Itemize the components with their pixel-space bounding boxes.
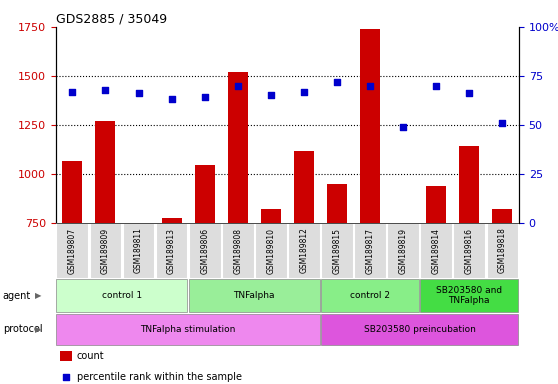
- Point: [300, 88, 309, 94]
- Text: GSM189807: GSM189807: [68, 227, 77, 274]
- Point: [266, 92, 275, 98]
- Point: [68, 88, 77, 94]
- Bar: [294, 151, 314, 369]
- Bar: [60, 351, 72, 361]
- Bar: [128, 223, 148, 369]
- Bar: [420, 223, 452, 278]
- Text: GSM189806: GSM189806: [200, 227, 209, 274]
- Bar: [56, 279, 187, 312]
- Bar: [228, 72, 248, 369]
- Text: GSM189810: GSM189810: [266, 228, 275, 273]
- Text: SB203580 and
TNFalpha: SB203580 and TNFalpha: [436, 286, 502, 305]
- Bar: [321, 314, 518, 345]
- Bar: [360, 29, 380, 369]
- Point: [498, 120, 507, 126]
- Bar: [189, 223, 220, 278]
- Bar: [327, 184, 347, 369]
- Bar: [459, 146, 479, 369]
- Bar: [321, 279, 419, 312]
- Bar: [420, 279, 518, 312]
- Text: SB203580 preincubation: SB203580 preincubation: [364, 325, 475, 334]
- Text: ▶: ▶: [35, 325, 41, 334]
- Bar: [354, 223, 386, 278]
- Bar: [162, 218, 181, 369]
- Text: GSM189811: GSM189811: [134, 228, 143, 273]
- Text: GSM189813: GSM189813: [167, 228, 176, 273]
- Bar: [195, 165, 215, 369]
- Text: control 2: control 2: [350, 291, 390, 300]
- Point: [233, 83, 242, 89]
- Bar: [89, 223, 121, 278]
- Point: [398, 124, 407, 130]
- Point: [61, 374, 70, 380]
- Point: [333, 79, 341, 85]
- Bar: [56, 223, 88, 278]
- Point: [134, 90, 143, 96]
- Bar: [255, 223, 287, 278]
- Bar: [123, 223, 155, 278]
- Text: GSM189815: GSM189815: [333, 228, 341, 273]
- Text: ▶: ▶: [35, 291, 41, 300]
- Bar: [156, 223, 187, 278]
- Point: [200, 94, 209, 101]
- Bar: [321, 223, 353, 278]
- Point: [365, 83, 374, 89]
- Text: agent: agent: [3, 291, 31, 301]
- Text: TNFalpha stimulation: TNFalpha stimulation: [141, 325, 236, 334]
- Text: control 1: control 1: [102, 291, 142, 300]
- Point: [465, 90, 474, 96]
- Bar: [393, 223, 413, 369]
- Bar: [56, 314, 320, 345]
- Bar: [222, 223, 254, 278]
- Text: GSM189814: GSM189814: [432, 228, 441, 273]
- Text: GSM189809: GSM189809: [101, 227, 110, 274]
- Text: GSM189819: GSM189819: [398, 228, 408, 273]
- Bar: [454, 223, 485, 278]
- Text: GDS2885 / 35049: GDS2885 / 35049: [56, 13, 167, 26]
- Point: [167, 96, 176, 103]
- Bar: [261, 209, 281, 369]
- Bar: [426, 187, 446, 369]
- Point: [432, 83, 441, 89]
- Bar: [62, 161, 82, 369]
- Text: percentile rank within the sample: percentile rank within the sample: [76, 372, 242, 382]
- Bar: [288, 223, 320, 278]
- Text: count: count: [76, 351, 104, 361]
- Text: protocol: protocol: [3, 324, 42, 334]
- Point: [101, 86, 110, 93]
- Bar: [95, 121, 116, 369]
- Text: GSM189808: GSM189808: [233, 228, 242, 273]
- Bar: [493, 209, 512, 369]
- Bar: [189, 279, 320, 312]
- Text: TNFalpha: TNFalpha: [234, 291, 275, 300]
- Bar: [487, 223, 518, 278]
- Text: GSM189816: GSM189816: [465, 228, 474, 273]
- Text: GSM189812: GSM189812: [300, 228, 309, 273]
- Bar: [387, 223, 419, 278]
- Text: GSM189818: GSM189818: [498, 228, 507, 273]
- Text: GSM189817: GSM189817: [365, 228, 374, 273]
